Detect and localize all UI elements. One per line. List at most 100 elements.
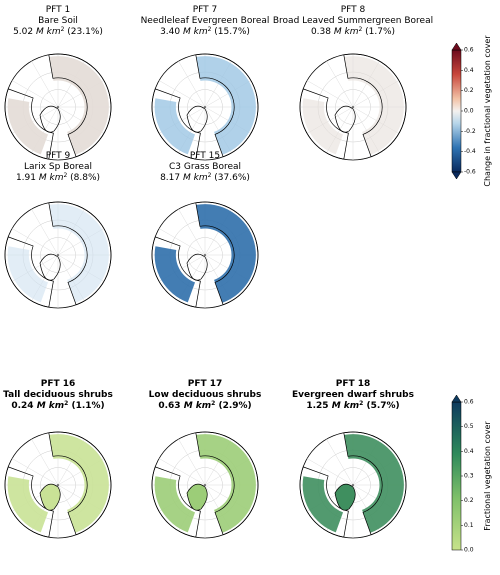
coastline <box>48 53 112 158</box>
area-unit: M km <box>37 401 64 411</box>
area-value: 0.63 <box>158 401 180 411</box>
vegetation <box>344 56 404 155</box>
panel-area: 5.02 M km2 (23.1%) <box>13 26 103 37</box>
panel-area: 0.63 M km2 (2.9%) <box>158 400 251 411</box>
greenland <box>186 483 208 511</box>
area-unit: M km <box>39 173 64 183</box>
panel-area: 8.17 M km2 (37.6%) <box>160 172 250 183</box>
colorbar-tick-label: 0.5 <box>464 423 474 430</box>
colorbar-extend <box>451 171 462 180</box>
colorbar-tick-label: 0.0 <box>464 108 474 115</box>
greenland <box>39 483 61 511</box>
coastline <box>299 466 349 538</box>
area-power: 2 <box>359 400 363 407</box>
vegetation <box>7 246 49 303</box>
panel-title: PFT 9 <box>46 151 71 161</box>
panel-area: 0.24 M km2 (1.1%) <box>11 400 104 411</box>
colorbar-extend <box>451 42 462 51</box>
vegetation <box>49 434 109 533</box>
coastline <box>343 431 407 536</box>
colorbar-tick-label: 0.6 <box>464 399 474 406</box>
panel-name: Broad Leaved Summergreen Boreal <box>273 16 433 26</box>
panel-title: PFT 18 <box>336 379 371 389</box>
pole <box>57 254 59 256</box>
colorbar-tick-label: -0.4 <box>464 148 476 155</box>
area-share: (1.7%) <box>362 27 395 37</box>
panel-name: Evergreen dwarf shrubs <box>292 390 414 400</box>
area-value: 3.40 <box>160 27 180 37</box>
pole <box>352 106 354 108</box>
panel-name: Larix Sp Boreal <box>24 162 92 172</box>
vegetation <box>196 434 256 533</box>
greenland <box>186 253 208 281</box>
panel-title: PFT 7 <box>193 5 218 15</box>
area-value: 0.38 <box>311 27 331 37</box>
panel-name: Needleleaf Evergreen Boreal <box>141 16 270 26</box>
pole <box>352 484 354 486</box>
vegetation <box>196 56 256 155</box>
coastline <box>48 431 112 536</box>
coastline <box>343 53 407 158</box>
area-value: 1.25 <box>306 401 328 411</box>
greenland <box>39 105 61 133</box>
pole <box>57 484 59 486</box>
colorbar-tick-label: 0.4 <box>464 448 474 455</box>
colorbar-tick-label: 0.2 <box>464 497 474 504</box>
area-share: (37.6%) <box>211 173 249 183</box>
area-unit: M km <box>334 27 359 37</box>
greenland <box>334 483 356 511</box>
area-share: (8.8%) <box>67 173 100 183</box>
pole <box>204 254 206 256</box>
vegetation <box>154 476 196 533</box>
area-unit: M km <box>36 27 61 37</box>
panel-area: 3.40 M km2 (15.7%) <box>160 26 250 37</box>
area-value: 0.24 <box>11 401 33 411</box>
panel-title: PFT 17 <box>188 379 223 389</box>
area-share: (23.1%) <box>64 27 102 37</box>
panel-name: Bare Soil <box>38 16 78 26</box>
area-share: (1.1%) <box>68 401 104 411</box>
area-power: 2 <box>61 26 65 33</box>
vegetation <box>154 246 196 303</box>
colorbar-extend <box>451 394 462 403</box>
coastline <box>4 88 54 160</box>
colorbar-label: Change in fractional vegetation cover <box>483 35 492 187</box>
vegetation <box>196 204 256 303</box>
area-unit: M km <box>183 27 208 37</box>
panel-title: PFT 1 <box>46 5 71 15</box>
area-power: 2 <box>211 400 215 407</box>
area-power: 2 <box>208 172 212 179</box>
area-unit: M km <box>184 401 211 411</box>
colorbar <box>451 49 462 173</box>
panel-title: PFT 15 <box>190 151 220 161</box>
panel-area: 1.91 M km2 (8.8%) <box>16 172 100 183</box>
greenland <box>186 105 208 133</box>
colorbar-tick-label: 0.6 <box>464 47 474 54</box>
area-share: (15.7%) <box>211 27 249 37</box>
vegetation <box>154 98 196 155</box>
area-power: 2 <box>358 26 362 33</box>
pole <box>204 484 206 486</box>
area-value: 8.17 <box>160 173 180 183</box>
panel-name: C3 Grass Boreal <box>169 162 241 172</box>
panel-area: 0.38 M km2 (1.7%) <box>311 26 395 37</box>
pole <box>204 106 206 108</box>
colorbar-tick-label: 0.4 <box>464 67 474 74</box>
coastline <box>4 236 54 308</box>
coastline <box>195 431 259 536</box>
vegetation <box>49 56 109 155</box>
greenland <box>39 253 61 281</box>
colorbar-tick-label: 0.0 <box>464 547 474 554</box>
coastline <box>151 466 201 538</box>
colorbar-tick-label: -0.6 <box>464 169 476 176</box>
panel-title: PFT 8 <box>341 5 366 15</box>
colorbar <box>451 401 462 551</box>
area-share: (5.7%) <box>363 401 399 411</box>
coastline <box>195 53 259 158</box>
coastline <box>151 236 201 308</box>
vegetation <box>7 476 49 533</box>
panel-title: PFT 16 <box>41 379 76 389</box>
area-power: 2 <box>63 172 67 179</box>
vegetation <box>7 98 49 155</box>
